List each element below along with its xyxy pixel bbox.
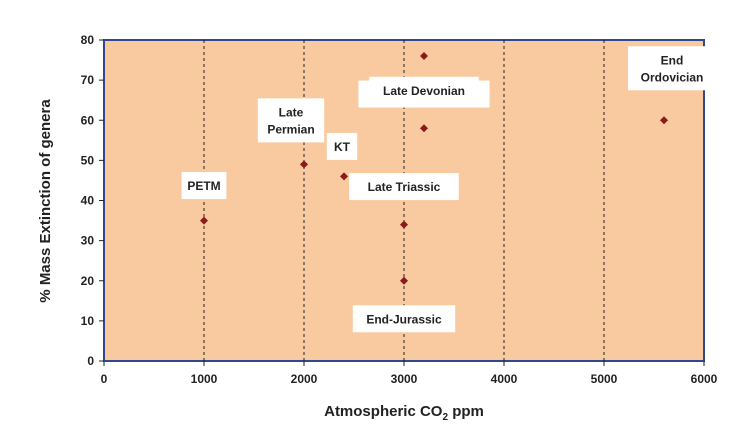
annotation-label: KT	[334, 140, 351, 154]
x-axis-title-unit: ppm	[448, 403, 484, 420]
y-tick-label: 0	[87, 354, 94, 368]
x-tick-label: 3000	[391, 372, 418, 386]
point-annotation: KT	[326, 132, 358, 160]
y-tick-label: 20	[81, 274, 95, 288]
annotation-label: PETM	[187, 179, 220, 193]
y-tick-label: 30	[81, 234, 95, 248]
x-tick-label: 2000	[291, 372, 318, 386]
y-axis-title: % Mass Extinction of genera	[37, 99, 54, 303]
x-tick-label: 6000	[691, 372, 718, 386]
point-annotation: End-Jurassic	[352, 305, 456, 333]
y-tick-label: 40	[81, 194, 95, 208]
annotation-label: End-Jurassic	[366, 312, 442, 326]
annotation-box	[181, 172, 227, 200]
annotation-box	[628, 46, 716, 91]
x-tick-labels: 0 1000 2000 3000 4000 5000 6000	[101, 361, 718, 386]
annotation-box	[349, 173, 459, 201]
annotation-label: Ordovician	[641, 70, 704, 84]
annotation-box	[369, 76, 479, 104]
data-point	[300, 160, 308, 169]
annotation-label: Late Triassic	[368, 180, 441, 194]
point-annotation: Late Devonian	[369, 76, 479, 104]
x-tick-label: 1000	[191, 372, 218, 386]
annotation-label: End	[661, 53, 684, 67]
y-tick-label: 80	[81, 33, 95, 47]
y-tick-label: 10	[81, 314, 95, 328]
x-tick-label: 5000	[591, 372, 618, 386]
y-tick-label: 70	[81, 73, 95, 87]
annotation-box	[326, 132, 358, 160]
x-axis-title-subscript: 2	[442, 412, 448, 423]
annotation-box	[257, 98, 325, 143]
point-annotations: PETM Late Permian KT Late Triassic End-Jurass…	[181, 46, 716, 333]
data-point	[200, 216, 208, 225]
point-annotation: End Ordovician	[628, 46, 716, 91]
data-point	[340, 172, 348, 181]
data-point	[420, 124, 428, 133]
annotation-label: Late Devonian	[383, 84, 465, 98]
annotation-label: Late	[279, 105, 304, 119]
point-annotation: PETM	[181, 172, 227, 200]
y-tick-labels: 0 10 20 30 40 50 60 70 80	[81, 33, 104, 368]
y-tick-label: 50	[81, 153, 95, 167]
x-tick-label: 4000	[491, 372, 518, 386]
annotation-label: Permian	[267, 122, 314, 136]
data-point	[420, 52, 428, 61]
x-axis-title: Atmospheric CO2 ppm	[324, 403, 484, 423]
data-points	[200, 52, 668, 285]
annotation-box	[352, 305, 456, 333]
point-annotation: Late Permian	[257, 98, 325, 143]
data-point	[400, 276, 408, 285]
y-tick-label: 60	[81, 113, 95, 127]
point-annotation: Late Triassic	[349, 173, 459, 201]
data-point	[660, 116, 668, 125]
x-tick-label: 0	[101, 372, 108, 386]
data-point	[400, 220, 408, 229]
